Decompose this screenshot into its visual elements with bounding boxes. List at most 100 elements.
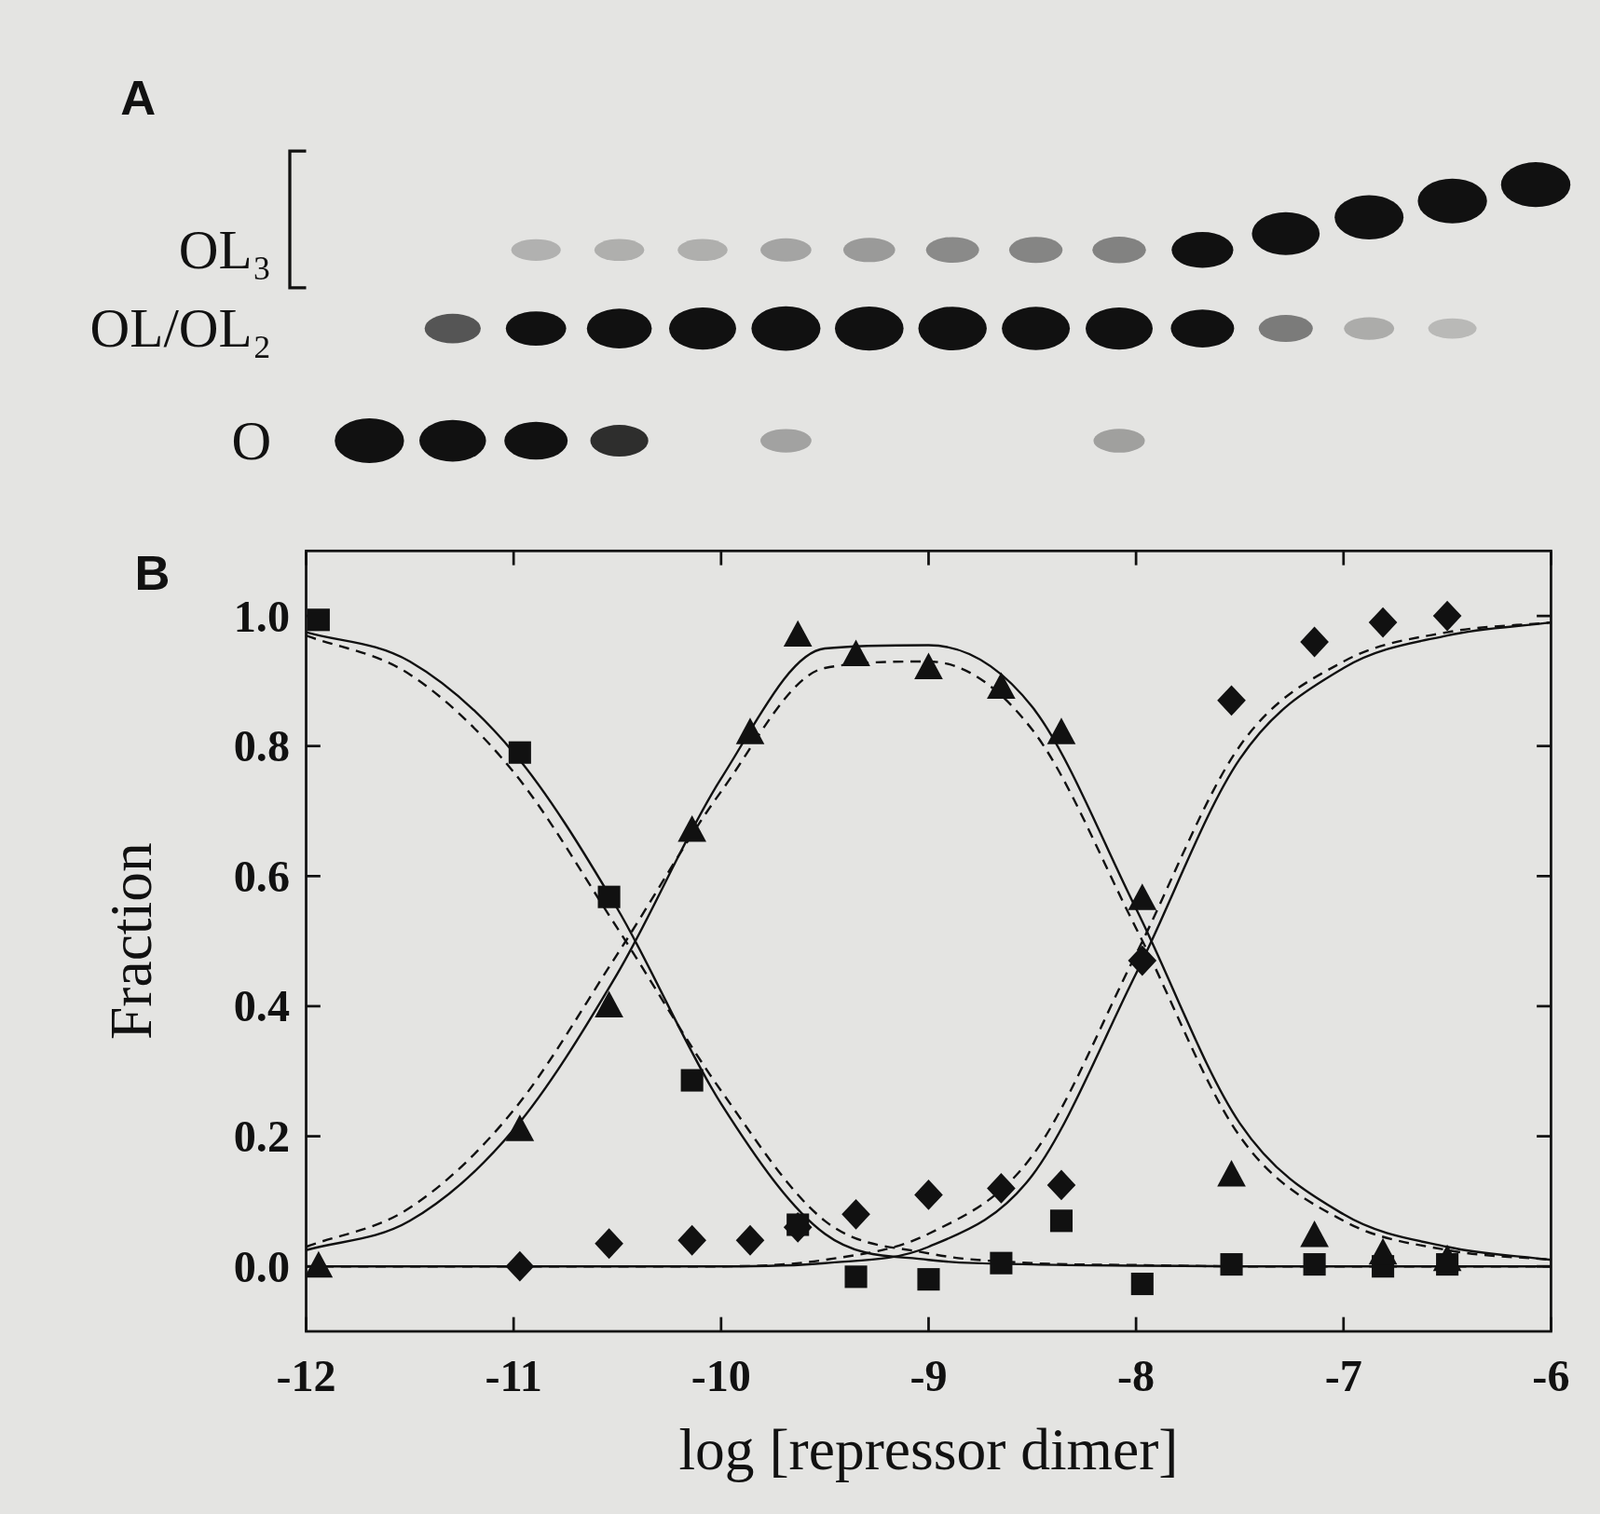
gel-band [1258,314,1313,342]
data-point [736,717,766,744]
x-tick [1135,1317,1138,1332]
panel-label: A [120,69,156,125]
y-tick-label: 0.4 [233,981,290,1031]
data-point [844,1265,867,1288]
data-point [677,815,707,842]
data-point [1047,1170,1077,1202]
gel-band [677,238,727,261]
gel-band [926,236,980,263]
x-tick [719,550,723,565]
gel-band [1417,178,1487,224]
x-tick [304,550,308,565]
gel-band [760,238,812,262]
gel-band [505,311,567,346]
gel-band [594,238,644,261]
y-tick [306,1135,321,1138]
data-point [1127,883,1157,910]
plot-area [306,601,1552,1296]
gel-band [1501,162,1571,207]
gel-band [843,237,896,262]
x-tick-label: -7 [1325,1351,1363,1401]
gel-band [511,239,561,261]
data-point [505,1251,535,1283]
data-point [1299,1220,1329,1247]
y-tick [306,875,321,878]
gel-band [587,308,653,349]
data-point [1131,1272,1154,1296]
band-label: OL₃ [178,218,272,281]
data-point [1217,1160,1246,1187]
background [0,0,1600,1514]
data-point [1217,684,1246,716]
data-point [986,671,1016,698]
data-point [841,640,871,667]
gel-band [1009,236,1063,263]
data-point [1050,1209,1073,1232]
fit-curve [306,645,1552,1261]
panel-label: B [135,545,171,601]
fit-curve [306,661,1552,1260]
data-point [1219,1253,1243,1276]
data-point [508,741,532,765]
band-label: OL/OL₂ [90,297,273,359]
x-tick [512,1317,516,1332]
data-point [1368,607,1398,639]
y-tick-label: 0.6 [233,851,290,902]
gel-band [424,314,481,344]
data-point [736,1225,766,1257]
data-point [306,1251,334,1278]
x-tick [1341,1317,1345,1332]
data-point [594,1228,624,1259]
data-point [594,991,624,1018]
x-tick [512,550,516,565]
x-tick-label: -10 [691,1351,752,1401]
gel-band [1085,307,1153,350]
gel-band [1093,428,1145,453]
gel-band [751,306,821,352]
data-point [681,1068,704,1092]
x-tick-label: -8 [1117,1351,1155,1401]
x-tick [1341,550,1345,565]
data-point [1047,717,1077,744]
data-point [1433,1244,1463,1272]
y-tick [1536,875,1551,878]
gel-band [1092,236,1146,263]
data-point [783,620,813,647]
y-axis-title: Fraction [97,842,165,1040]
fit-curve [306,622,1552,1267]
y-tick [1536,1135,1551,1138]
fit-curve [306,632,1552,1268]
data-point [1299,627,1329,658]
x-tick [927,550,930,565]
gel-band [1170,309,1234,348]
y-tick-label: 0.8 [233,721,290,771]
data-point [989,1252,1012,1275]
y-tick [1536,1005,1551,1009]
data-point [598,886,621,909]
gel-band [834,306,904,351]
y-tick [306,744,321,748]
x-tick [1135,550,1138,565]
x-tick [719,1317,723,1332]
x-tick [304,1317,308,1332]
fit-curve [306,622,1552,1267]
data-point [1127,945,1157,977]
x-tick [927,1317,930,1332]
gel-band [669,307,737,350]
data-point [914,1179,944,1211]
data-point [677,1225,707,1257]
data-point [505,1114,535,1141]
y-tick [306,1005,321,1009]
data-point [1303,1253,1327,1276]
data-point [1433,601,1463,632]
data-point [916,1268,940,1291]
data-point [986,1173,1016,1204]
x-tick [1549,550,1553,565]
data-point [783,1212,813,1244]
y-tick [1536,744,1551,748]
gel-band [1343,317,1395,341]
plot-frame [306,550,1552,1332]
gel-band [1251,212,1320,256]
x-tick-label: -9 [909,1351,947,1401]
band-label: O [232,410,273,472]
